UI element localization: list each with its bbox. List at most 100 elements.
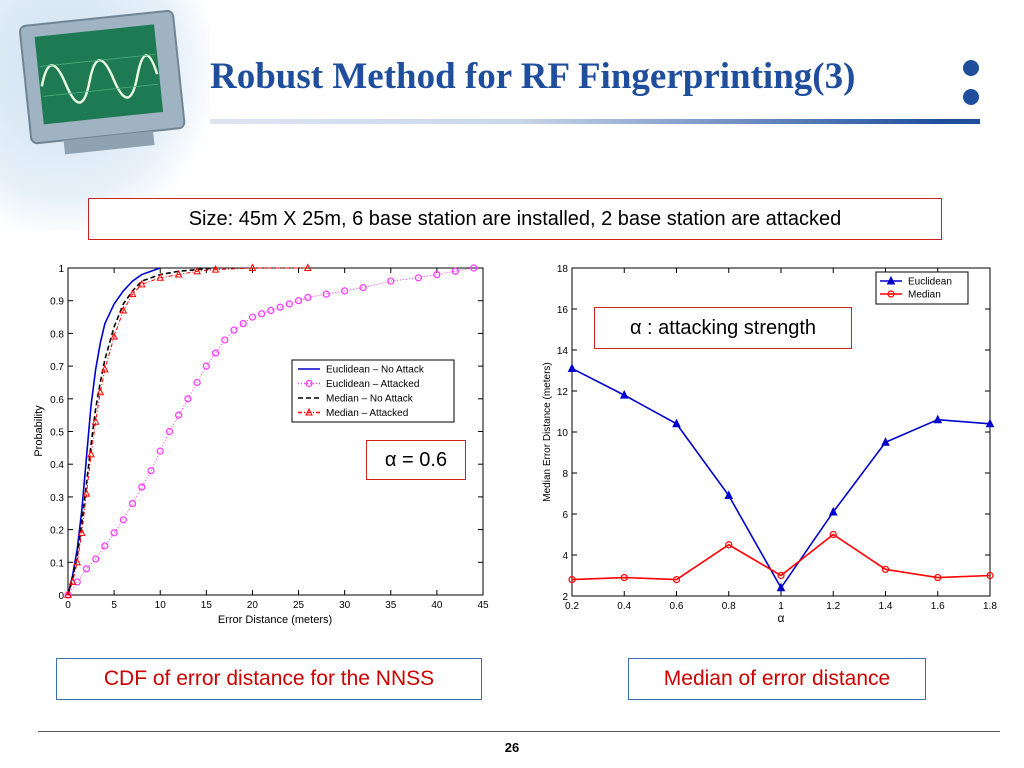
- y-tick-label: 0: [58, 591, 64, 602]
- x-tick-label: 40: [431, 600, 443, 611]
- data-point-1: [341, 287, 349, 295]
- series-line-1: [571, 533, 991, 581]
- y-tick-label: 0.9: [50, 297, 64, 308]
- legend-label: Euclidean – Attacked: [326, 379, 419, 390]
- colon-dot-top: [963, 60, 979, 76]
- data-point-1: [239, 319, 247, 328]
- title-underline: [210, 119, 980, 124]
- data-point-1: [451, 267, 459, 275]
- x-tick-label: 0.6: [670, 601, 684, 612]
- data-point-3: [174, 269, 183, 278]
- y-tick-label: 0.4: [50, 460, 64, 471]
- data-point-1: [156, 447, 164, 455]
- data-point-3: [78, 528, 86, 536]
- legend-marker: [305, 379, 313, 388]
- x-tick-label: 15: [201, 600, 213, 611]
- data-point-1: [470, 264, 478, 272]
- y-tick-label: 10: [557, 428, 569, 439]
- y-tick-label: 16: [557, 305, 569, 316]
- alpha-note-text: α : attacking strength: [629, 316, 817, 339]
- slide-title: Robust Method for RF Fingerprinting(3): [210, 56, 856, 97]
- median-y-axis-label: Median Error Distance (meters): [542, 362, 553, 501]
- data-point-1: [829, 530, 837, 539]
- y-tick-label: 8: [562, 469, 568, 480]
- data-point-1: [359, 284, 367, 292]
- data-point-1: [986, 571, 994, 580]
- data-point-0: [985, 418, 995, 428]
- data-point-1: [294, 297, 303, 305]
- series-line-0: [67, 267, 161, 596]
- x-tick-label: 5: [111, 600, 117, 611]
- data-point-1: [202, 362, 210, 370]
- x-tick-label: 0.4: [617, 601, 631, 612]
- data-point-1: [387, 277, 395, 285]
- data-point-3: [87, 449, 95, 458]
- data-point-3: [156, 273, 165, 281]
- data-point-3: [91, 417, 100, 425]
- series-line-3: [67, 267, 308, 596]
- series-line-1: [67, 267, 474, 596]
- x-tick-label: 0.8: [722, 601, 736, 612]
- y-tick-label: 2: [562, 592, 568, 603]
- y-tick-label: 0.3: [50, 493, 64, 504]
- data-point-1: [433, 270, 441, 279]
- cdf-x-axis-label: Error Distance (meters): [218, 614, 332, 626]
- data-point-0: [776, 582, 786, 592]
- colon-dot-bottom: [963, 89, 979, 105]
- data-point-1: [285, 300, 293, 308]
- y-tick-label: 0.5: [50, 428, 64, 439]
- data-point-1: [110, 529, 118, 537]
- legend-marker: [887, 290, 895, 298]
- y-tick-label: 6: [562, 510, 568, 521]
- data-point-3: [101, 364, 109, 373]
- y-tick-label: 4: [562, 551, 568, 562]
- data-point-1: [304, 293, 312, 302]
- data-point-1: [672, 576, 681, 584]
- oscilloscope-monitor-image: [19, 9, 186, 155]
- y-tick-label: 14: [557, 346, 569, 357]
- legend-label: Euclidean: [908, 277, 952, 288]
- caption-right-text: Median of error distance: [663, 667, 891, 690]
- data-point-3: [193, 266, 201, 275]
- legend-marker: [886, 275, 896, 285]
- legend-label: Median – Attacked: [326, 408, 408, 419]
- subtitle-box: Size: 45m X 25m, 6 base station are inst…: [88, 198, 942, 240]
- page-number: 26: [504, 740, 520, 755]
- data-point-1: [147, 467, 155, 475]
- data-point-1: [175, 411, 183, 419]
- x-tick-label: 25: [293, 600, 305, 611]
- y-tick-label: 18: [557, 264, 569, 275]
- data-point-1: [322, 290, 330, 298]
- y-tick-label: 0.1: [50, 558, 64, 569]
- median-x-axis-label: α: [778, 611, 785, 625]
- data-point-1: [568, 576, 576, 584]
- data-point-0: [881, 437, 890, 446]
- data-point-3: [73, 557, 82, 566]
- y-tick-label: 0.6: [50, 395, 64, 406]
- x-tick-label: 45: [477, 600, 489, 611]
- data-point-3: [96, 387, 105, 396]
- data-point-3: [64, 590, 72, 598]
- x-tick-label: 1.4: [879, 601, 893, 612]
- caption-left-text: CDF of error distance for the NNSS: [103, 667, 435, 690]
- data-point-1: [101, 542, 109, 550]
- footer-rule: [38, 731, 1000, 732]
- data-point-3: [211, 265, 220, 273]
- data-point-0: [828, 506, 838, 516]
- data-point-0: [619, 389, 629, 399]
- y-tick-label: 0.7: [50, 362, 64, 373]
- data-point-1: [92, 555, 100, 563]
- data-point-1: [138, 483, 146, 491]
- y-tick-label: 0.8: [50, 329, 64, 340]
- cdf-y-axis-label: Probability: [33, 405, 45, 457]
- x-tick-label: 1: [778, 601, 784, 612]
- data-point-3: [248, 263, 257, 271]
- caption-right-box: Median of error distance: [628, 658, 926, 700]
- data-point-1: [82, 565, 91, 573]
- data-point-1: [211, 349, 220, 357]
- y-tick-label: 12: [557, 387, 569, 398]
- data-point-3: [110, 332, 118, 340]
- data-point-1: [258, 310, 266, 318]
- x-tick-label: 35: [385, 600, 397, 611]
- data-point-1: [414, 274, 423, 282]
